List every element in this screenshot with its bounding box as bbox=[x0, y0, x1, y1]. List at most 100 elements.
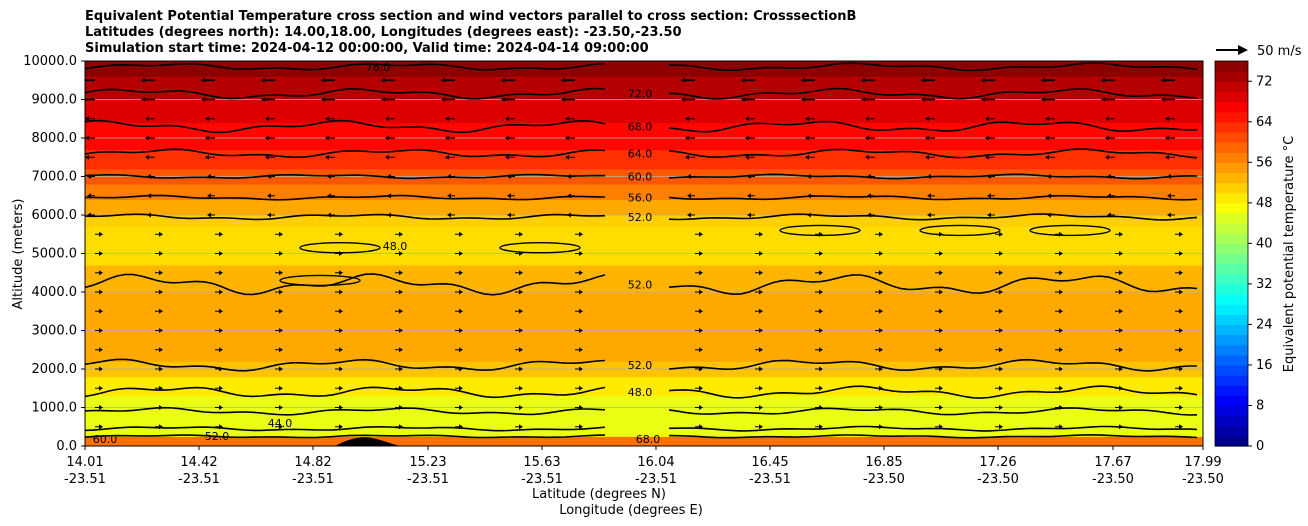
wind-vector-head bbox=[147, 193, 151, 199]
wind-vector-head bbox=[805, 154, 809, 160]
wind-vector-head bbox=[925, 154, 929, 160]
contour-line bbox=[85, 148, 1198, 159]
wind-vector-head bbox=[985, 116, 989, 122]
wind-vector-head bbox=[339, 308, 343, 314]
wind-vector-head bbox=[219, 424, 223, 430]
wind-vector-head bbox=[861, 97, 865, 102]
wind-vector-head bbox=[279, 366, 283, 372]
wind-vector-head bbox=[459, 251, 463, 256]
wind-vector-head bbox=[939, 366, 943, 372]
wind-vector-head bbox=[459, 328, 463, 333]
contour-line bbox=[85, 62, 1198, 72]
colorbar-segment bbox=[1215, 354, 1248, 366]
wind-vector-head bbox=[399, 289, 403, 295]
wind-vector-head bbox=[267, 212, 271, 218]
wind-vector-head bbox=[861, 77, 865, 83]
wind-vector-head bbox=[759, 270, 763, 276]
wind-vector-head bbox=[339, 270, 343, 276]
x-tick-label-lon: -23.51 bbox=[749, 472, 791, 487]
wind-vector-head bbox=[1101, 97, 1105, 102]
wind-vector-head bbox=[921, 97, 925, 102]
y-tick-label: 6000.0 bbox=[32, 208, 78, 223]
wind-vector-head bbox=[279, 308, 283, 314]
wind-vector-head bbox=[579, 347, 583, 353]
wind-vector-head bbox=[385, 116, 389, 122]
wind-vector-head bbox=[1119, 347, 1123, 353]
contour-line bbox=[85, 213, 1198, 221]
quiver-key: 50 m/s bbox=[1216, 44, 1302, 59]
wind-vector-head bbox=[819, 231, 823, 237]
wind-vector-head bbox=[267, 193, 271, 199]
wind-vector-head bbox=[339, 231, 343, 237]
contour-label: 64.0 bbox=[628, 147, 653, 160]
chart-title-line-2: Latitudes (degrees north): 14.00,18.00, … bbox=[85, 25, 682, 40]
colorbar-label: Equivalent potential temperature °C bbox=[1282, 136, 1297, 372]
contour-island bbox=[919, 224, 1001, 237]
x-tick-label-lat: 16.45 bbox=[751, 455, 788, 470]
wind-vector-head bbox=[279, 328, 283, 333]
contour-line bbox=[85, 87, 1198, 100]
wind-vector-head bbox=[459, 424, 463, 430]
chart-title-line-1: Equivalent Potential Temperature cross s… bbox=[85, 9, 857, 24]
colorbar-segment bbox=[1215, 334, 1248, 346]
wind-vector-head bbox=[1165, 154, 1169, 160]
wind-vector-head bbox=[699, 424, 703, 430]
colorbar-tick-label: 32 bbox=[1256, 277, 1273, 292]
wind-vector-head bbox=[147, 212, 151, 218]
wind-vector-head bbox=[1161, 77, 1165, 83]
wind-vector-head bbox=[399, 366, 403, 372]
quiver-key-arrowhead bbox=[1238, 45, 1248, 55]
wind-vector-head bbox=[987, 212, 991, 218]
wind-vector-head bbox=[445, 154, 449, 160]
wind-vector-head bbox=[99, 308, 103, 314]
colorbar-segment bbox=[1215, 435, 1248, 447]
wind-vector-head bbox=[939, 231, 943, 237]
wind-vector-head bbox=[579, 424, 583, 430]
wind-vector-head bbox=[327, 212, 331, 218]
wind-vector-head bbox=[507, 212, 511, 218]
wind-vector-head bbox=[459, 366, 463, 372]
x-axis: 14.01 -23.51 14.42 -23.51 14.82 -23.51 15.23 -2… bbox=[64, 446, 1224, 487]
wind-vector-head bbox=[579, 289, 583, 295]
wind-vector-head bbox=[1179, 366, 1183, 372]
wind-vector-head bbox=[141, 97, 145, 102]
wind-vector-head bbox=[699, 289, 703, 295]
wind-vector-head bbox=[1107, 193, 1111, 199]
wind-vector-head bbox=[1045, 116, 1049, 122]
colorbar-segment bbox=[1215, 344, 1248, 356]
theta-e-band bbox=[85, 226, 1203, 266]
x-axis-label-2: Longitude (degrees E) bbox=[559, 503, 703, 518]
wind-vector-head bbox=[99, 347, 103, 353]
x-tick-label-lon: -23.50 bbox=[1092, 472, 1134, 487]
wind-vector-head bbox=[1059, 405, 1063, 410]
wind-vector-head bbox=[321, 97, 325, 102]
wind-vector-head bbox=[819, 366, 823, 372]
wind-vector-head bbox=[87, 212, 91, 218]
wind-vector-head bbox=[381, 77, 385, 83]
wind-vector-head bbox=[265, 135, 269, 141]
wind-vector-head bbox=[579, 366, 583, 372]
colorbar-segment bbox=[1215, 111, 1248, 123]
wind-vector-head bbox=[699, 347, 703, 353]
contour-line bbox=[85, 406, 1198, 416]
wind-vector-head bbox=[1179, 385, 1183, 391]
wind-vector-head bbox=[685, 135, 689, 141]
wind-vector-head bbox=[279, 424, 283, 430]
wind-vector-head bbox=[879, 366, 883, 372]
chart-title-line-3: Simulation start time: 2024-04-12 00:00:… bbox=[85, 41, 649, 56]
wind-vector-head bbox=[925, 116, 929, 122]
wind-vector-head bbox=[1179, 308, 1183, 314]
wind-vector-head bbox=[399, 231, 403, 237]
x-tick-label-lat: 17.99 bbox=[1184, 455, 1221, 470]
colorbar-segment bbox=[1215, 131, 1248, 143]
wind-vector-head bbox=[339, 289, 343, 295]
wind-vector-head bbox=[921, 77, 925, 83]
wind-vector-head bbox=[505, 154, 509, 160]
wind-vector-head bbox=[879, 385, 883, 391]
wind-vector-head bbox=[1047, 212, 1051, 218]
x-tick-label-lon: -23.50 bbox=[977, 472, 1019, 487]
wind-vector-head bbox=[999, 347, 1003, 353]
wind-vector-head bbox=[939, 251, 943, 256]
y-tick-label: 0.0 bbox=[56, 439, 77, 454]
wind-vector-head bbox=[447, 193, 451, 199]
